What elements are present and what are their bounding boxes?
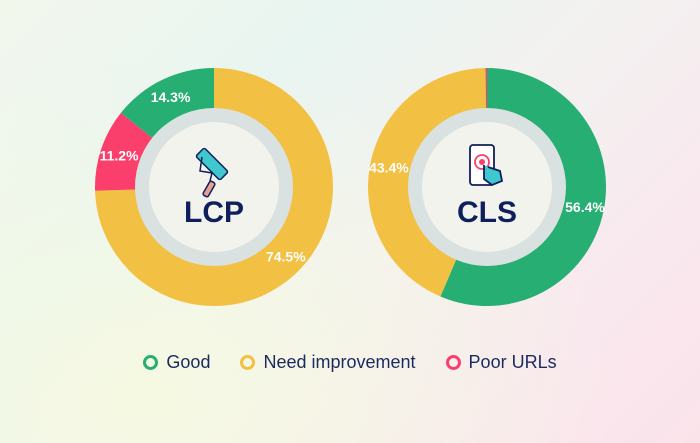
- legend-marker-need-improvement: [240, 355, 256, 370]
- legend-item-need-improvement: Need improvement: [240, 352, 416, 373]
- legend-item-poor: Poor URLs: [445, 352, 557, 373]
- data-label: 56.4%: [565, 199, 605, 215]
- data-label: 43.4%: [369, 160, 409, 176]
- legend-label: Need improvement: [263, 352, 416, 372]
- legend-marker-good: [143, 355, 159, 370]
- chart-title: LCP: [184, 196, 244, 229]
- donut-lcp: 74.5% 11.2% 14.3% LCP: [94, 68, 333, 306]
- legend-marker-poor: [445, 355, 461, 370]
- data-label: 11.2%: [100, 148, 139, 164]
- smartphone-touch-icon: [469, 144, 504, 187]
- data-label: 14.3%: [151, 89, 191, 105]
- inner-circle: [422, 122, 552, 252]
- paint-roller-icon: [195, 147, 229, 198]
- chart-title: CLS: [457, 196, 517, 229]
- data-label: 74.5%: [266, 249, 306, 265]
- legend-item-good: Good: [143, 352, 210, 373]
- legend: Good Need improvement Poor URLs: [0, 352, 700, 373]
- donut-cls: 56.4% 43.4% CLS: [367, 68, 606, 306]
- legend-label: Good: [166, 352, 211, 372]
- legend-label: Poor URLs: [468, 352, 557, 372]
